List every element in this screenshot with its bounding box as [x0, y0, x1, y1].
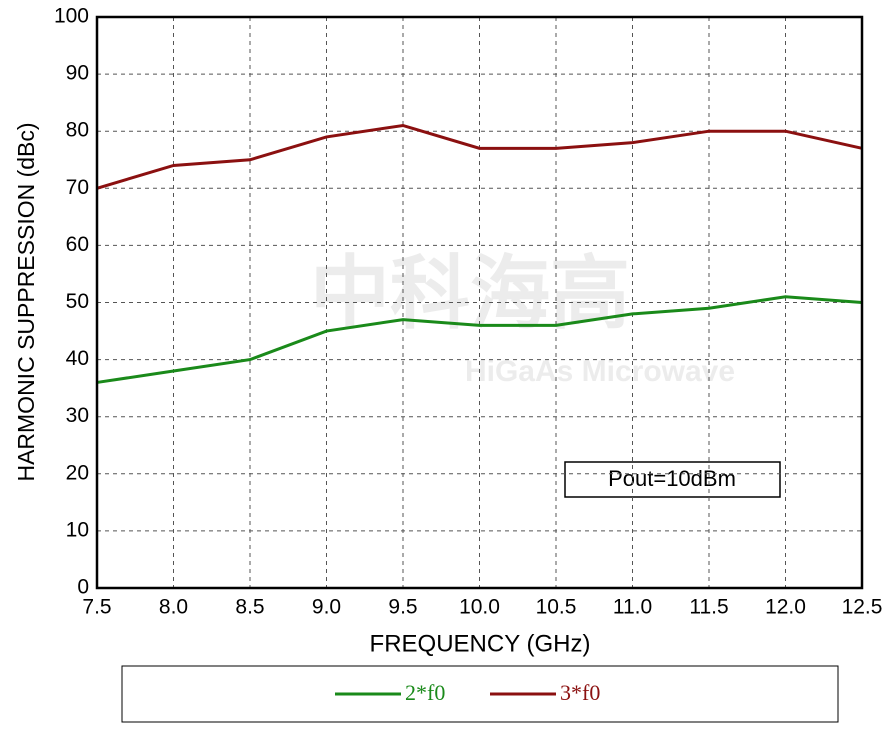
y-tick-label: 90 — [66, 62, 89, 85]
x-tick-label: 10.0 — [459, 596, 500, 619]
legend — [121, 665, 839, 723]
y-tick-label: 0 — [77, 576, 89, 599]
legend-label: 3*f0 — [560, 680, 600, 705]
x-tick-label: 8.5 — [235, 596, 264, 619]
y-tick-label: 70 — [66, 176, 89, 199]
data-line — [96, 295, 863, 384]
x-tick-label: 8.0 — [159, 596, 188, 619]
y-tick-label: 10 — [66, 518, 89, 541]
x-tick-label: 11.5 — [689, 596, 728, 619]
x-tick-label: 9.0 — [312, 596, 341, 619]
x-tick-label: 12.0 — [765, 596, 806, 619]
x-tick-label: 10.5 — [536, 596, 577, 619]
y-tick-label: 100 — [54, 5, 89, 28]
y-tick-label: 20 — [66, 461, 89, 484]
x-axis-label: FREQUENCY (GHz) — [370, 630, 591, 657]
y-axis-label: HARMONIC SUPPRESSION (dBc) — [13, 122, 39, 481]
x-tick-label: 12.5 — [842, 596, 883, 619]
annotation-box — [564, 461, 781, 498]
x-tick-label: 7.5 — [82, 596, 111, 619]
x-tick-label: 9.5 — [388, 596, 417, 619]
annotation: Pout=10dBm — [608, 466, 736, 491]
y-tick-label: 40 — [66, 347, 89, 370]
legend-label: 2*f0 — [405, 680, 445, 705]
watermark: HiGaAs Microwave — [465, 355, 735, 388]
data-line — [96, 123, 863, 190]
y-tick-label: 50 — [66, 290, 89, 313]
plot-frame — [95, 15, 864, 590]
x-tick-label: 11.0 — [613, 596, 652, 619]
y-tick-label: 30 — [66, 404, 89, 427]
y-tick-label: 80 — [66, 119, 89, 142]
y-tick-label: 60 — [66, 233, 89, 256]
